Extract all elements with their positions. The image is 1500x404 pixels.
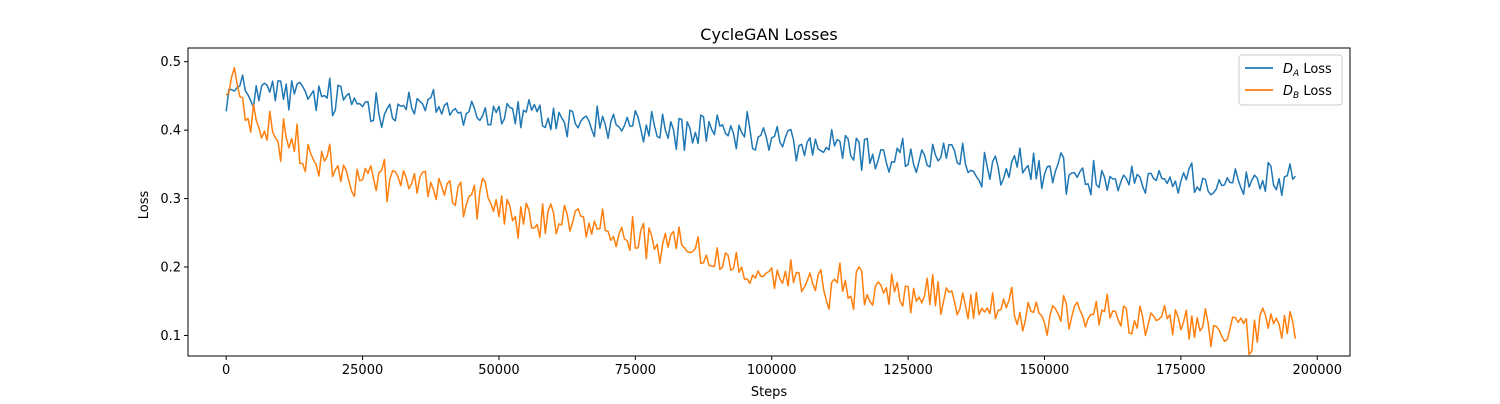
x-tick-label: 25000 xyxy=(342,363,383,378)
legend-label-suffix: Loss xyxy=(1299,84,1332,99)
plot-frame xyxy=(187,47,1351,357)
legend-label: DB Loss xyxy=(1283,84,1332,101)
y-axis: 0.1 0.2 0.3 0.4 0.5 xyxy=(160,55,188,344)
legend-label-main: D xyxy=(1283,84,1293,99)
legend-label: DA Loss xyxy=(1283,62,1332,79)
x-tick-label: 100000 xyxy=(747,363,797,378)
series-line-da xyxy=(225,74,1296,197)
x-tick-label: 175000 xyxy=(1156,363,1206,378)
series-line-db xyxy=(225,66,1297,356)
x-tick-label: 0 xyxy=(222,363,230,378)
y-tick-label: 0.2 xyxy=(160,261,181,276)
chart-title: CycleGAN Losses xyxy=(700,25,837,44)
y-tick-label: 0.4 xyxy=(160,124,181,139)
x-tick-label: 75000 xyxy=(615,363,656,378)
x-tick-label: 150000 xyxy=(1020,363,1070,378)
y-tick-label: 0.1 xyxy=(160,329,181,344)
x-tick-label: 125000 xyxy=(883,363,933,378)
legend-label-subscript: B xyxy=(1293,91,1299,101)
x-tick-label: 200000 xyxy=(1292,363,1342,378)
legend-label-main: D xyxy=(1283,62,1293,77)
y-tick-label: 0.3 xyxy=(160,192,181,207)
y-tick-label: 0.5 xyxy=(160,55,181,70)
x-axis-label: Steps xyxy=(751,385,788,400)
x-axis: 0 25000 50000 75000 100000 125000 150000 175000… xyxy=(222,356,1342,378)
plot-area xyxy=(225,66,1297,356)
x-tick-label: 50000 xyxy=(478,363,519,378)
y-axis-label: Loss xyxy=(137,191,152,220)
legend-label-subscript: A xyxy=(1292,69,1299,79)
legend-label-suffix: Loss xyxy=(1299,62,1332,77)
